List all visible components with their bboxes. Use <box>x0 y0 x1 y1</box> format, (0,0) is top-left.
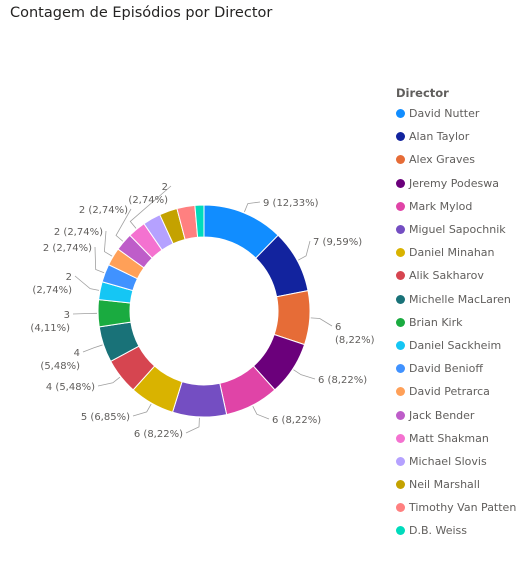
legend-marker <box>396 109 405 119</box>
leader-david-petrarca <box>103 230 113 257</box>
leader-david-nutter <box>244 201 261 213</box>
slice-d-b-weiss[interactable] <box>194 204 205 238</box>
data-label-alex-graves: 6 (8,22%) <box>335 322 375 346</box>
legend-item-david-benioff[interactable]: David Benioff <box>396 357 516 380</box>
legend-marker <box>396 433 405 443</box>
legend-marker <box>396 340 405 350</box>
leader-alex-graves <box>310 317 333 327</box>
legend-label: David Petrarca <box>409 385 490 399</box>
legend-items: David Nutter Alan Taylor Alex Graves Jeremy… <box>396 102 516 543</box>
leader-jeremy-podeswa <box>293 369 316 380</box>
legend-item-alex-graves[interactable]: Alex Graves <box>396 148 516 171</box>
data-label-david-benioff: 2 (2,74%) <box>43 243 92 254</box>
data-label-daniel-minahan: 5 (6,85%) <box>81 412 130 423</box>
chart-title: Contagem de Episódios por Director <box>10 5 273 21</box>
legend-item-d-b-weiss[interactable]: D.B. Weiss <box>396 519 516 542</box>
leader-michelle-maclaren <box>82 344 103 353</box>
legend-label: Alik Sakharov <box>409 269 484 283</box>
leader-david-benioff <box>94 246 105 274</box>
leader-jack-bender <box>115 208 132 242</box>
legend-label: Neil Marshall <box>409 478 480 492</box>
legend-marker <box>396 364 405 374</box>
leader-matt-shakman <box>129 185 172 229</box>
legend-item-david-petrarca[interactable]: David Petrarca <box>396 380 516 403</box>
data-label-david-petrarca: 2 (2,74%) <box>54 227 103 238</box>
legend-label: Mark Mylod <box>409 199 473 213</box>
legend-marker <box>396 410 405 420</box>
data-label-alan-taylor: 7 (9,59%) <box>313 237 362 248</box>
legend-marker <box>396 387 405 397</box>
donut-slices <box>97 204 311 418</box>
legend-item-neil-marshall[interactable]: Neil Marshall <box>396 473 516 496</box>
legend-item-jack-bender[interactable]: Jack Bender <box>396 403 516 426</box>
legend: Director David Nutter Alan Taylor Alex Gra… <box>396 86 516 543</box>
data-label-daniel-sackheim: 2 (2,74%) <box>32 272 72 296</box>
legend-label: Alex Graves <box>409 153 475 167</box>
legend-item-mark-mylod[interactable]: Mark Mylod <box>396 195 516 218</box>
legend-label: Daniel Minahan <box>409 246 495 260</box>
legend-marker <box>396 225 405 235</box>
legend-label: Brian Kirk <box>409 315 463 329</box>
legend-marker <box>396 201 405 211</box>
legend-item-daniel-sackheim[interactable]: Daniel Sackheim <box>396 334 516 357</box>
legend-label: Jack Bender <box>409 408 475 422</box>
data-label-jeremy-podeswa: 6 (8,22%) <box>318 375 367 386</box>
data-label-david-nutter: 9 (12,33%) <box>263 198 319 209</box>
legend-item-alan-taylor[interactable]: Alan Taylor <box>396 125 516 148</box>
data-label-matt-shakman: 2 (2,74%) <box>128 182 168 206</box>
legend-item-michelle-maclaren[interactable]: Michelle MacLaren <box>396 288 516 311</box>
legend-label: Michelle MacLaren <box>409 292 511 306</box>
leader-alik-sakharov <box>97 376 121 387</box>
legend-marker <box>396 248 405 258</box>
legend-item-miguel-sapochnik[interactable]: Miguel Sapochnik <box>396 218 516 241</box>
legend-item-matt-shakman[interactable]: Matt Shakman <box>396 427 516 450</box>
data-label-mark-mylod: 6 (8,22%) <box>272 415 321 426</box>
legend-label: Jeremy Podeswa <box>409 176 499 190</box>
leader-daniel-sackheim <box>74 275 100 291</box>
legend-item-brian-kirk[interactable]: Brian Kirk <box>396 311 516 334</box>
legend-marker <box>396 480 405 490</box>
label-leader-lines <box>72 185 333 434</box>
legend-marker <box>396 456 405 466</box>
leader-miguel-sapochnik <box>185 417 200 434</box>
legend-label: Timothy Van Patten <box>409 501 517 515</box>
legend-title: Director <box>396 86 449 100</box>
data-labels: 9 (12,33%) 7 (9,59%) 6 (8,22%) 6 (8,22%) 6 (8… <box>30 182 374 440</box>
legend-label: Alan Taylor <box>409 130 470 144</box>
legend-item-timothy-van-patten[interactable]: Timothy Van Patten <box>396 496 516 519</box>
legend-item-alik-sakharov[interactable]: Alik Sakharov <box>396 264 516 287</box>
legend-item-jeremy-podeswa[interactable]: Jeremy Podeswa <box>396 172 516 195</box>
legend-label: Michael Slovis <box>409 454 487 468</box>
legend-marker <box>396 155 405 165</box>
legend-label: Matt Shakman <box>409 431 489 445</box>
data-label-brian-kirk: 3 (4,11%) <box>30 310 70 334</box>
legend-label: David Benioff <box>409 362 483 376</box>
legend-marker <box>396 317 405 327</box>
data-label-miguel-sapochnik: 6 (8,22%) <box>134 429 183 440</box>
legend-marker <box>396 132 405 142</box>
data-label-michelle-maclaren: 4 (5,48%) <box>40 348 80 372</box>
data-label-alik-sakharov: 4 (5,48%) <box>46 382 95 393</box>
leader-mark-mylod <box>252 406 270 420</box>
data-label-jack-bender: 2 (2,74%) <box>79 205 128 216</box>
legend-item-david-nutter[interactable]: David Nutter <box>396 102 516 125</box>
legend-marker <box>396 271 405 281</box>
legend-label: David Nutter <box>409 107 480 121</box>
legend-marker <box>396 526 405 536</box>
leader-brian-kirk <box>72 312 98 315</box>
legend-label: Daniel Sackheim <box>409 338 502 352</box>
legend-item-michael-slovis[interactable]: Michael Slovis <box>396 450 516 473</box>
legend-item-daniel-minahan[interactable]: Daniel Minahan <box>396 241 516 264</box>
legend-label: Miguel Sapochnik <box>409 223 506 237</box>
legend-marker <box>396 178 405 188</box>
legend-marker <box>396 294 405 304</box>
slice-brian-kirk[interactable] <box>97 299 132 328</box>
legend-marker <box>396 503 405 513</box>
leader-daniel-minahan <box>132 403 152 417</box>
legend-label: D.B. Weiss <box>409 524 468 538</box>
leader-alan-taylor <box>297 240 311 261</box>
